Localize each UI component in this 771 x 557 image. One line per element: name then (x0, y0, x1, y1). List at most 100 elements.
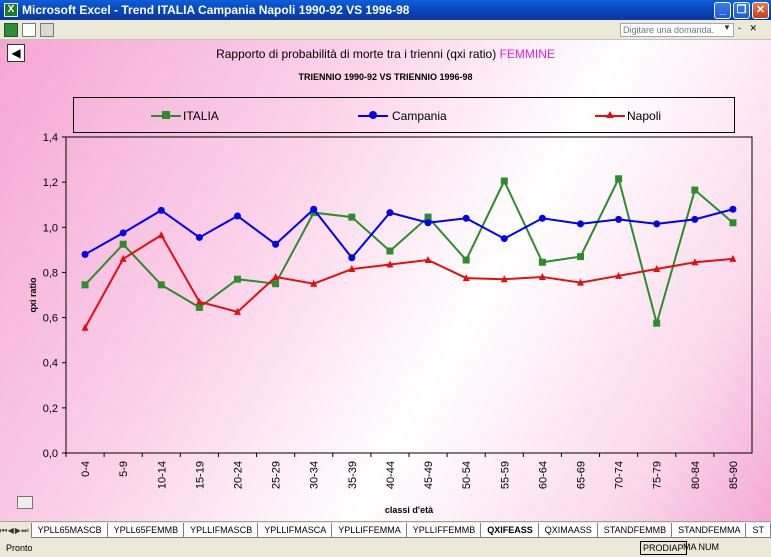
excel-icon[interactable] (4, 22, 18, 37)
data-point-napoli[interactable] (348, 265, 356, 273)
x-tick-label: 10-14 (156, 461, 168, 489)
restore-button[interactable]: ❐ (733, 1, 750, 19)
x-tick-label: 85-90 (728, 461, 740, 489)
sheet-tab[interactable]: YPLLIFMASCA (257, 523, 334, 538)
close-button[interactable]: ✕ (752, 1, 769, 19)
minimize-button[interactable]: _ (714, 1, 731, 19)
data-point-campania[interactable] (119, 229, 127, 237)
data-point-napoli[interactable] (234, 307, 241, 315)
window-title: Microsoft Excel - Trend ITALIA Campania … (22, 3, 410, 17)
x-tick-label: 40-44 (385, 461, 397, 489)
data-point-napoli[interactable] (538, 272, 546, 280)
legend-label-campania: Campania (392, 109, 447, 123)
x-tick-label: 5-9 (118, 461, 130, 477)
sheet-tab[interactable]: YPLLIFFEMMA (331, 523, 408, 538)
line-chart[interactable]: 0,0 0,2 0,4 0,6 0,8 1,0 1,2 1,4 0-4 5-9 10-14 15-19… (0, 40, 771, 521)
data-point-italia[interactable] (272, 280, 280, 288)
data-point-campania[interactable] (81, 250, 89, 258)
y-tick-label: 0,0 (43, 448, 58, 460)
sheet-tab[interactable]: QXIMAASS (537, 523, 599, 538)
data-point-italia[interactable] (538, 258, 546, 266)
legend-marker-napoli (606, 111, 614, 118)
x-tick-label: 80-84 (690, 461, 702, 489)
legend-marker-italia (162, 111, 170, 119)
sheet-tab[interactable]: YPLL65FEMMB (106, 523, 186, 538)
data-point-campania[interactable] (272, 240, 280, 248)
workbook-window-controls[interactable]: - ✕ (738, 23, 761, 33)
data-point-italia[interactable] (462, 256, 470, 264)
data-point-campania[interactable] (615, 215, 623, 223)
data-point-campania[interactable] (577, 220, 584, 228)
data-point-italia[interactable] (653, 319, 661, 327)
data-point-napoli[interactable] (462, 274, 470, 282)
first-sheet-icon[interactable]: ⏮ (0, 525, 8, 535)
chart-area[interactable]: ◀ Rapporto di probabilità di morte tra i… (0, 40, 771, 521)
data-point-italia[interactable] (234, 275, 241, 283)
data-point-campania[interactable] (653, 220, 661, 228)
data-point-campania[interactable] (348, 254, 356, 262)
status-num-lock: MA NUM (683, 542, 719, 552)
data-point-italia[interactable] (615, 175, 623, 183)
data-point-campania[interactable] (157, 206, 165, 214)
data-point-napoli[interactable] (691, 258, 699, 266)
data-point-napoli[interactable] (577, 278, 584, 286)
print-icon[interactable] (40, 22, 54, 37)
data-point-napoli[interactable] (119, 254, 127, 262)
ask-question-input[interactable]: Digitare una domanda. (620, 23, 734, 37)
data-point-napoli[interactable] (615, 271, 623, 279)
data-point-napoli[interactable] (424, 256, 432, 264)
print-preview-icon[interactable] (22, 22, 36, 37)
excel-app-icon[interactable]: X (4, 3, 18, 17)
next-sheet-icon[interactable]: ▶ (14, 526, 21, 535)
data-point-campania[interactable] (424, 219, 432, 227)
sheet-tab[interactable]: STANDFEMMA (671, 523, 748, 538)
data-point-italia[interactable] (500, 177, 508, 185)
sheet-tab[interactable]: YPLL65MASCB (30, 523, 109, 538)
y-tick-label: 1,4 (43, 132, 58, 144)
sheet-tab[interactable]: YPLLIFFEMMB (405, 523, 483, 538)
data-point-campania[interactable] (500, 235, 508, 243)
sheet-tab[interactable]: STANDFEMMB (596, 523, 674, 538)
data-point-italia[interactable] (119, 240, 127, 248)
data-point-campania[interactable] (729, 205, 737, 213)
data-point-napoli[interactable] (653, 265, 661, 273)
data-point-italia[interactable] (424, 213, 432, 221)
print-icon[interactable] (17, 496, 33, 509)
back-arrow-button[interactable]: ◀ (7, 44, 25, 62)
data-point-campania[interactable] (234, 212, 241, 220)
data-point-campania[interactable] (386, 209, 394, 217)
sheet-tab[interactable]: YPLLIFMASCB (183, 523, 260, 538)
data-point-italia[interactable] (729, 219, 737, 227)
data-point-campania[interactable] (462, 214, 470, 222)
data-point-napoli[interactable] (195, 297, 203, 305)
data-point-napoli[interactable] (500, 275, 508, 283)
sheet-tab[interactable]: ST (745, 523, 771, 538)
data-point-napoli[interactable] (81, 323, 89, 331)
chart-legend[interactable]: ITALIA Campania Napoli (73, 97, 735, 133)
prev-sheet-icon[interactable]: ◀ (7, 526, 14, 535)
x-tick-label: 70-74 (614, 461, 626, 489)
data-point-italia[interactable] (81, 281, 89, 289)
data-point-napoli[interactable] (157, 231, 165, 239)
data-point-italia[interactable] (691, 186, 699, 194)
last-sheet-icon[interactable]: ⏭ (21, 525, 29, 535)
data-point-napoli[interactable] (310, 279, 318, 287)
data-point-italia[interactable] (157, 281, 165, 289)
data-point-napoli[interactable] (386, 260, 394, 268)
data-point-italia[interactable] (386, 247, 394, 255)
series-line-campania[interactable] (84, 207, 734, 260)
series-line-italia[interactable] (84, 175, 734, 327)
data-point-italia[interactable] (577, 253, 584, 261)
data-point-napoli[interactable] (729, 254, 737, 262)
data-point-campania[interactable] (310, 205, 318, 213)
data-point-napoli[interactable] (272, 272, 280, 280)
data-point-italia[interactable] (195, 303, 203, 311)
data-point-italia[interactable] (348, 213, 356, 221)
data-point-campania[interactable] (538, 214, 546, 222)
data-point-campania[interactable] (195, 233, 203, 241)
data-point-campania[interactable] (691, 215, 699, 223)
series-line-napoli[interactable] (84, 233, 734, 329)
sheet-tab[interactable]: QXIFEASS (480, 523, 540, 538)
chevron-down-icon[interactable]: ▼ (723, 23, 731, 32)
y-tick-label: 0,2 (43, 403, 58, 415)
